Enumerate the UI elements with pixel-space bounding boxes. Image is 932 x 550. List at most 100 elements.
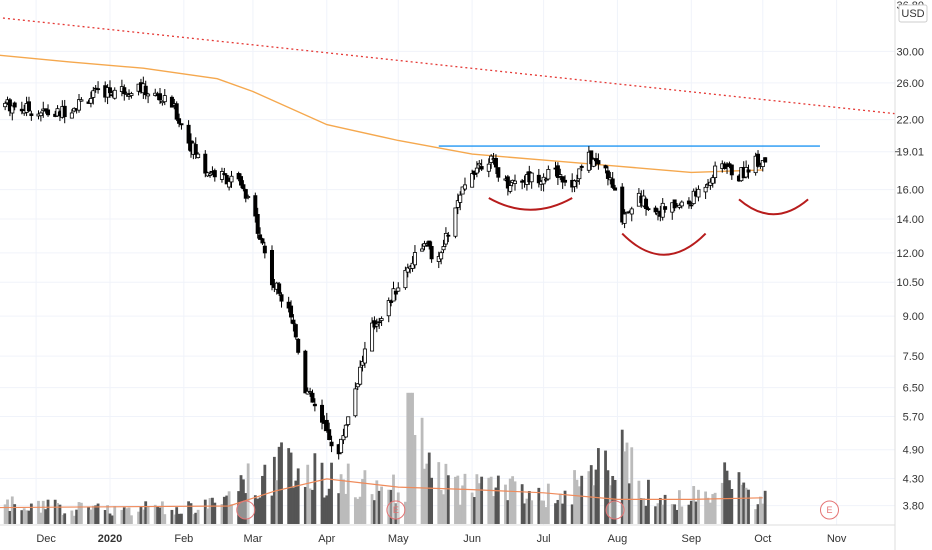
cup-pattern-arcs[interactable] <box>488 197 809 256</box>
price-tick-label: 16.00 <box>896 185 924 197</box>
earnings-marker[interactable] <box>236 500 256 520</box>
candle-body <box>212 170 217 178</box>
volume-bar <box>256 498 260 524</box>
cup-arc[interactable] <box>488 197 573 211</box>
candle-body <box>460 186 465 195</box>
volume-bar <box>439 489 443 524</box>
volume-bar <box>156 506 160 524</box>
volume-bar <box>489 476 493 524</box>
volume-bar <box>10 496 14 524</box>
volume-bar <box>744 487 748 524</box>
volume-bar <box>630 447 634 524</box>
candle-body <box>96 88 101 91</box>
sma-line <box>0 54 763 174</box>
candle-body <box>691 190 696 204</box>
volume-bar <box>70 510 74 524</box>
volume-bar <box>41 500 45 524</box>
volume-bar <box>444 463 448 524</box>
volume-bar <box>670 504 674 524</box>
candle-body <box>477 162 482 166</box>
volume-bar <box>225 495 229 524</box>
candle-body <box>579 165 584 168</box>
volume-bar <box>246 463 250 524</box>
candle-body <box>229 175 234 183</box>
volume-bar <box>413 434 417 524</box>
candle-body <box>760 160 765 167</box>
volume-bar <box>594 469 598 524</box>
volume-bar <box>573 470 576 524</box>
volume-bar <box>454 476 457 524</box>
volume-bar <box>756 504 760 524</box>
volume-bar <box>639 498 643 524</box>
candle-body <box>327 429 332 440</box>
volume-bar <box>346 463 350 524</box>
cup-arc[interactable] <box>621 232 707 256</box>
volume-bar <box>537 487 541 524</box>
candle-body <box>505 176 510 189</box>
downtrend-line[interactable] <box>0 17 896 115</box>
price-axis[interactable]: 36.8030.0026.0022.0019.0116.0014.0012.00… <box>895 0 924 513</box>
earnings-marker[interactable]: E <box>819 500 839 520</box>
currency-label: USD <box>898 4 928 23</box>
candle-body <box>370 322 375 352</box>
candle-body <box>339 438 344 454</box>
volume-bar <box>189 503 193 524</box>
price-tick-label: 4.90 <box>903 445 924 457</box>
candle-body <box>203 153 208 174</box>
volume-bar <box>220 504 224 524</box>
earnings-marker[interactable]: E <box>386 500 406 520</box>
volume-bar <box>363 470 367 524</box>
candle-body <box>439 252 444 260</box>
candle-body <box>374 323 379 327</box>
trend-lines[interactable] <box>0 17 896 147</box>
earnings-marker-circle <box>386 500 406 520</box>
cup-arc[interactable] <box>738 198 809 216</box>
time-tick-label: Jul <box>537 533 551 545</box>
candle-body <box>129 93 134 96</box>
candle-body <box>91 90 96 98</box>
volume-bar <box>313 453 317 524</box>
volume-bar <box>6 499 9 524</box>
volume-bar <box>46 499 50 524</box>
earnings-marker[interactable] <box>605 500 625 520</box>
candle-body <box>555 165 560 178</box>
price-tick-label: 4.30 <box>903 473 924 485</box>
volume-bar <box>708 502 712 524</box>
volume-bar <box>106 505 109 524</box>
volume-bar <box>656 503 660 524</box>
time-axis[interactable]: Dec 2020 Feb Mar Apr May Jun Jul Aug Sep Oct Nov <box>36 533 847 545</box>
volume-bar <box>63 513 67 524</box>
volume-bar <box>387 489 391 524</box>
volume-bar <box>487 477 491 524</box>
volume-bar <box>296 468 300 524</box>
volume-bar <box>508 478 512 524</box>
volume-bar <box>539 500 543 524</box>
volume-bar <box>704 491 708 524</box>
volume-bar <box>213 502 217 524</box>
time-tick-label: Jun <box>463 533 481 545</box>
candle-body <box>279 294 284 302</box>
candle-body <box>729 164 734 176</box>
candle-body <box>303 350 308 394</box>
volume-bar <box>680 506 684 524</box>
candle-body <box>536 174 541 184</box>
candle-body <box>289 305 294 318</box>
volume-bar <box>13 504 17 524</box>
candle-body <box>286 301 291 309</box>
time-tick-label: Dec <box>36 533 56 545</box>
price-tick-label: 22.00 <box>896 115 924 127</box>
candle-body <box>29 113 34 116</box>
volume-bar <box>525 498 529 524</box>
volume-bar <box>592 485 596 524</box>
volume-bar <box>103 510 107 524</box>
candle-body <box>610 178 615 188</box>
volume-bar <box>611 475 615 524</box>
moving-average-line <box>0 54 763 174</box>
candle-body <box>324 419 329 432</box>
candle-body <box>355 383 360 388</box>
price-tick-label: 30.00 <box>896 46 924 58</box>
volume-bar <box>22 508 26 524</box>
